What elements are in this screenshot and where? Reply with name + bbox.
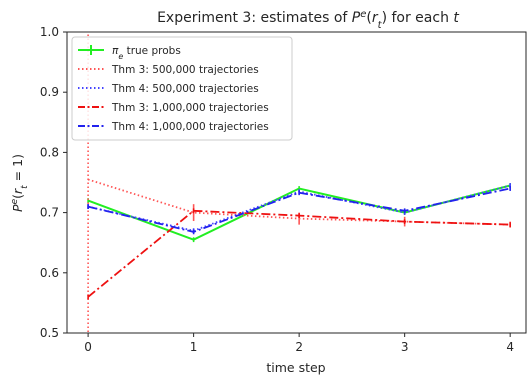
x-tick-label: 4 bbox=[506, 340, 514, 354]
x-axis-label: time step bbox=[266, 360, 325, 375]
y-tick-label: 0.8 bbox=[40, 145, 59, 159]
series-3 bbox=[87, 208, 511, 300]
y-tick-label: 0.7 bbox=[40, 206, 59, 220]
chart-title: Experiment 3: estimates of Pe(rt) for ea… bbox=[157, 9, 459, 31]
x-tick-label: 0 bbox=[84, 340, 92, 354]
legend-item: Thm 4: 1,000,000 trajectories bbox=[78, 121, 269, 133]
y-axis: 0.5 0.6 0.7 0.8 0.9 1.0 bbox=[40, 25, 67, 340]
x-tick-label: 3 bbox=[401, 340, 409, 354]
x-tick-label: 2 bbox=[295, 340, 303, 354]
legend-label: Thm 3: 500,000 trajectories bbox=[111, 64, 259, 76]
legend-box bbox=[71, 36, 293, 141]
legend-item: Thm 3: 500,000 trajectories bbox=[78, 64, 259, 76]
legend: πe true probs Thm 3: 500,000 trajectories… bbox=[71, 36, 293, 141]
y-tick-label: 0.6 bbox=[40, 266, 59, 280]
plot-area bbox=[66, 31, 527, 334]
legend-label: Thm 3: 1,000,000 trajectories bbox=[111, 102, 269, 114]
y-tick-label: 0.9 bbox=[40, 85, 59, 99]
legend-label: πe true probs bbox=[112, 45, 181, 61]
legend-item: πe true probs bbox=[78, 45, 181, 61]
x-tick-label: 1 bbox=[190, 340, 198, 354]
legend-item: Thm 3: 1,000,000 trajectories bbox=[78, 102, 269, 114]
legend-item: Thm 4: 500,000 trajectories bbox=[78, 83, 259, 95]
series-4 bbox=[87, 186, 511, 235]
plot-frame bbox=[66, 31, 527, 334]
series-layer bbox=[87, 32, 511, 333]
y-tick-label: 0.5 bbox=[40, 326, 59, 340]
y-tick-label: 1.0 bbox=[40, 25, 59, 39]
x-axis: 0 1 2 3 4 bbox=[84, 333, 514, 354]
y-axis-label: Pe(rt = 1) bbox=[10, 154, 30, 212]
legend-label: Thm 4: 1,000,000 trajectories bbox=[111, 121, 269, 133]
legend-label: Thm 4: 500,000 trajectories bbox=[111, 83, 259, 95]
